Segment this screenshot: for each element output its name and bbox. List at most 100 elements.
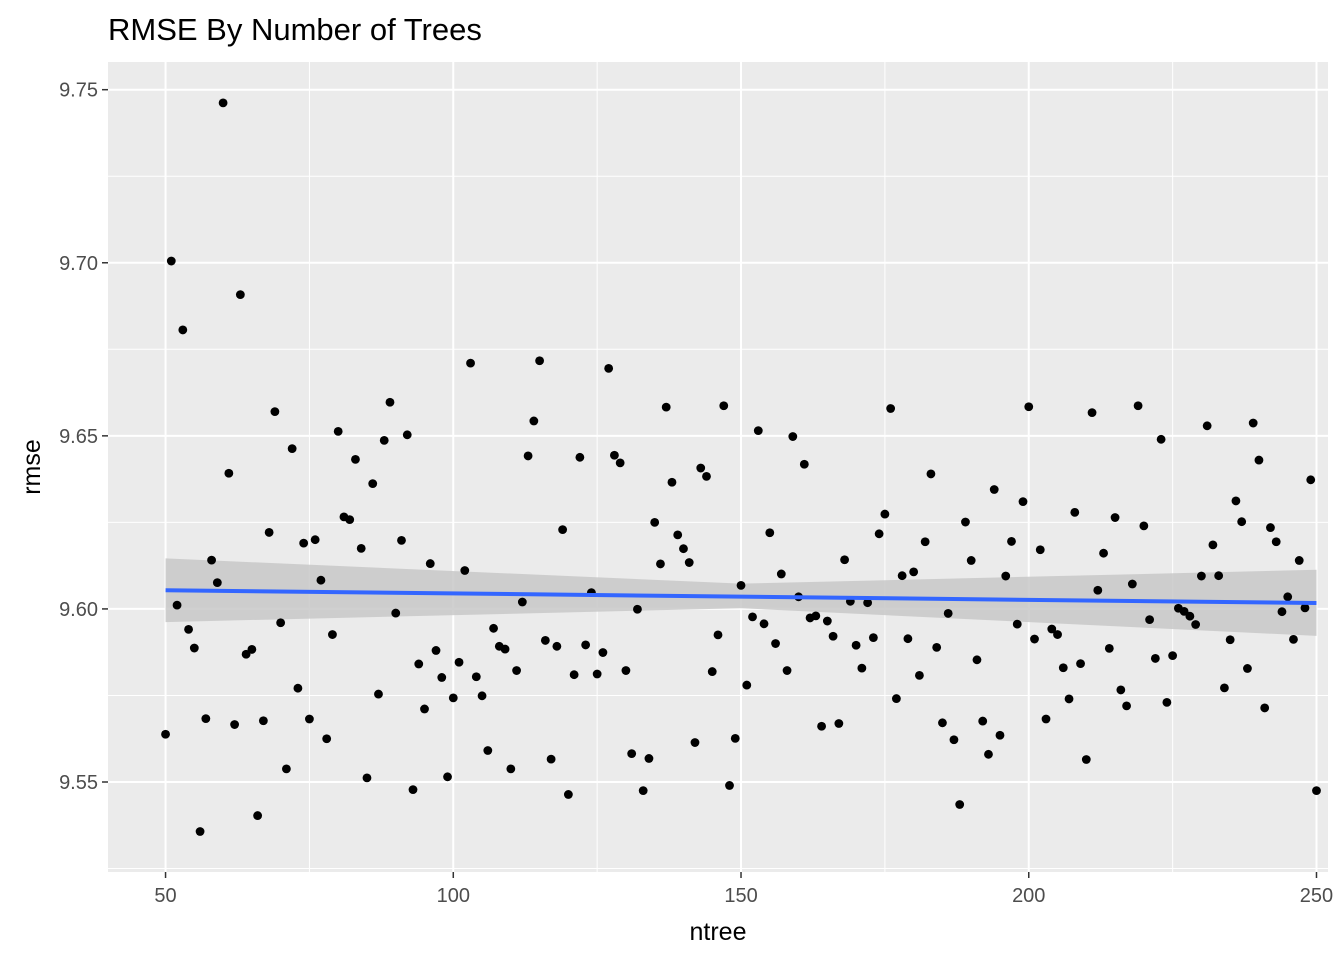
data-point: [656, 559, 665, 569]
data-point: [1076, 659, 1085, 669]
data-point: [938, 718, 947, 728]
data-point: [1156, 434, 1166, 444]
data-point: [333, 426, 343, 436]
data-point: [851, 640, 861, 650]
data-point: [483, 746, 493, 755]
chart-title: RMSE By Number of Trees: [108, 12, 482, 47]
data-point: [684, 558, 694, 567]
data-point: [1220, 683, 1229, 693]
data-point: [258, 716, 268, 726]
data-point: [1185, 611, 1195, 621]
data-point: [776, 569, 786, 579]
x-axis-title: ntree: [690, 918, 747, 946]
data-point: [1070, 507, 1080, 517]
data-point: [500, 644, 510, 654]
data-point: [328, 630, 337, 639]
data-point: [563, 790, 573, 799]
data-point: [1053, 630, 1062, 639]
y-axis-title: rmse: [18, 439, 46, 495]
data-point: [920, 537, 930, 547]
data-point: [828, 631, 838, 641]
data-point: [299, 538, 309, 548]
data-point: [1116, 685, 1126, 695]
data-point: [719, 401, 729, 411]
data-point: [966, 556, 976, 565]
data-point: [569, 670, 579, 680]
data-point: [397, 535, 406, 545]
data-point: [725, 781, 734, 790]
data-point: [368, 479, 378, 489]
data-point: [857, 663, 867, 673]
data-point: [1145, 615, 1155, 625]
data-points: [161, 98, 1321, 836]
data-point: [696, 463, 706, 473]
plot-panel: [108, 62, 1328, 872]
data-point: [627, 749, 637, 759]
data-point: [1168, 651, 1178, 661]
data-point: [379, 435, 389, 445]
data-point: [1093, 585, 1103, 595]
data-point: [195, 827, 205, 836]
data-point: [1196, 571, 1206, 581]
data-point: [1007, 537, 1016, 546]
data-point: [1300, 603, 1310, 613]
data-point: [305, 714, 314, 724]
data-point: [201, 714, 211, 724]
data-point: [517, 597, 527, 607]
data-point: [1001, 571, 1011, 581]
data-point: [512, 666, 521, 675]
data-point: [799, 459, 809, 469]
data-point: [281, 764, 291, 774]
trend-line: [165, 588, 1317, 606]
data-point: [356, 543, 366, 553]
data-point: [1283, 592, 1293, 602]
data-point: [673, 530, 683, 540]
data-point: [1214, 571, 1224, 581]
data-point: [1306, 475, 1316, 485]
data-point: [1099, 548, 1108, 558]
data-point: [1122, 701, 1131, 711]
data-point: [961, 517, 970, 527]
data-point: [771, 639, 780, 648]
data-point: [592, 669, 602, 679]
y-tick-label: 9.65: [59, 426, 98, 448]
data-point: [989, 485, 999, 494]
data-point: [391, 608, 401, 618]
data-point: [351, 454, 360, 464]
data-point: [1081, 755, 1091, 764]
data-point: [558, 525, 568, 535]
data-point: [782, 666, 792, 675]
data-point: [287, 444, 297, 454]
data-point: [1139, 521, 1149, 531]
data-point: [748, 612, 757, 622]
data-point: [477, 691, 487, 701]
data-point: [253, 811, 263, 820]
data-point: [1035, 545, 1045, 555]
data-point: [540, 636, 550, 645]
data-point: [615, 458, 625, 468]
data-point: [1248, 418, 1258, 428]
data-point: [374, 689, 383, 699]
data-point: [788, 432, 798, 441]
data-point: [1266, 523, 1275, 532]
data-point: [811, 611, 821, 621]
data-point: [178, 325, 188, 335]
data-point: [189, 643, 199, 653]
data-point: [471, 672, 481, 682]
data-point: [874, 529, 884, 539]
data-point: [1225, 635, 1235, 645]
data-point: [644, 754, 654, 763]
data-point: [235, 290, 245, 300]
data-point: [1260, 703, 1270, 713]
data-point: [454, 657, 464, 667]
data-point: [926, 469, 936, 479]
data-point: [1087, 408, 1097, 418]
data-point: [1312, 786, 1321, 796]
data-point: [621, 666, 631, 675]
data-point: [650, 517, 660, 527]
data-point: [345, 515, 355, 525]
data-point: [1104, 643, 1114, 653]
data-point: [915, 670, 924, 680]
data-point: [437, 673, 447, 682]
data-point: [1041, 714, 1051, 724]
